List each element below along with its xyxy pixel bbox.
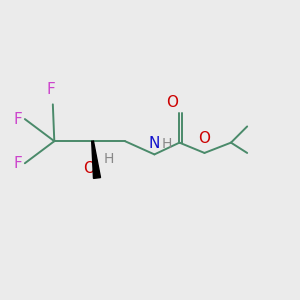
Text: H: H	[162, 137, 172, 151]
Text: N: N	[149, 136, 160, 152]
Polygon shape	[92, 141, 100, 178]
Text: O: O	[166, 95, 178, 110]
Text: H: H	[103, 152, 114, 166]
Text: O: O	[199, 130, 211, 146]
Text: F: F	[47, 82, 56, 97]
Text: F: F	[13, 156, 22, 171]
Text: F: F	[13, 112, 22, 127]
Text: O: O	[83, 161, 95, 176]
